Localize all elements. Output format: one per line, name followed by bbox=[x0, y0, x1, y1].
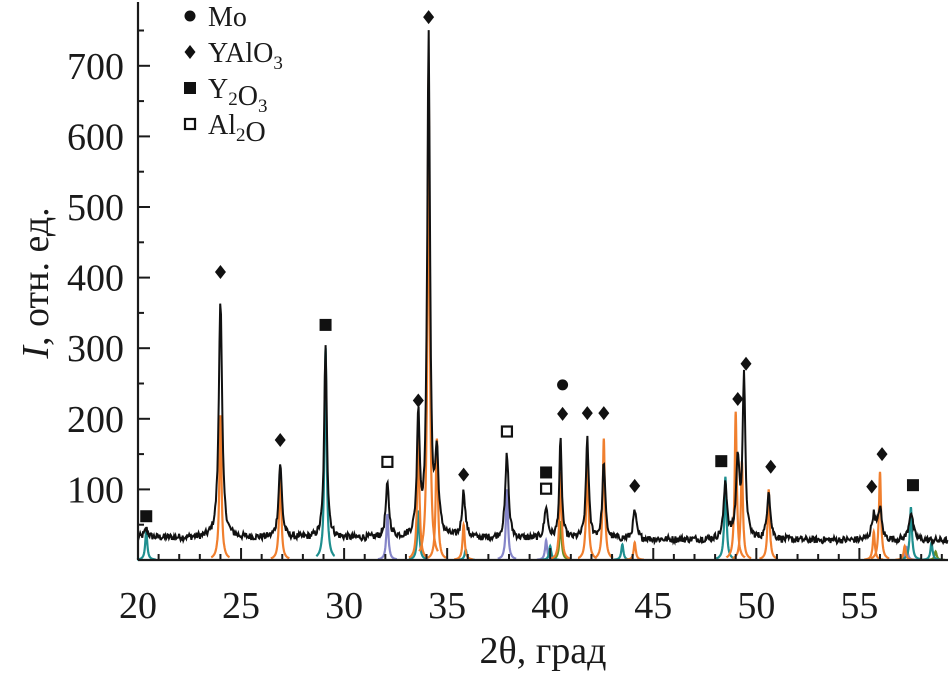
component-peak-y2o3 bbox=[613, 542, 632, 561]
legend-label-subscript: 3 bbox=[273, 53, 283, 74]
component-peak-yalo3 bbox=[725, 411, 746, 559]
legend-label-text: Y bbox=[208, 74, 228, 105]
component-peak-y2o3 bbox=[408, 510, 428, 561]
x-tick-label: 25 bbox=[222, 585, 260, 627]
x-tick-label: 30 bbox=[325, 585, 363, 627]
peak-marker-diamond bbox=[458, 467, 470, 482]
peak-marker-diamond bbox=[876, 447, 888, 462]
peak-marker-diamond bbox=[629, 478, 641, 493]
y-axis-label-italic: I bbox=[15, 344, 57, 360]
x-tick-label: 45 bbox=[634, 585, 672, 627]
peak-annotations bbox=[140, 10, 919, 523]
peak-marker-square bbox=[906, 479, 919, 492]
legend-marker-open-square bbox=[183, 117, 197, 131]
peak-marker-square bbox=[715, 455, 728, 468]
peak-marker-diamond bbox=[412, 393, 424, 408]
x-ticks: 20 25 30 35 40 45 50 55 bbox=[119, 548, 943, 627]
component-peak-y2o3 bbox=[715, 476, 736, 560]
peak-marker-diamond bbox=[598, 406, 610, 421]
measured-pattern-line bbox=[137, 30, 949, 547]
x-tick-label: 55 bbox=[840, 585, 878, 627]
component-peak-yalo3 bbox=[577, 450, 597, 560]
component-peak-al2o bbox=[497, 489, 517, 560]
component-peak-yalo3 bbox=[551, 471, 571, 560]
x-tick-label: 20 bbox=[119, 585, 157, 627]
component-peak-yalo3 bbox=[594, 438, 614, 559]
legend-label-text: YAlO bbox=[208, 38, 273, 69]
legend-marker-circle bbox=[184, 10, 196, 22]
legend-label: Mo bbox=[208, 2, 247, 33]
y-tick-label: 100 bbox=[67, 469, 124, 511]
y-tick-label: 600 bbox=[67, 116, 124, 158]
component-peak-yalo3 bbox=[625, 539, 645, 561]
measured-pattern bbox=[137, 30, 949, 547]
peak-marker-diamond bbox=[732, 392, 744, 407]
legend-label-text: O bbox=[246, 117, 266, 148]
axes: 20 25 30 35 40 45 50 55 100 200 300 400 500 600 700 bbox=[67, 2, 948, 627]
legend-label-text: Al bbox=[208, 110, 236, 141]
peak-marker-diamond bbox=[581, 406, 593, 421]
peak-marker-square bbox=[319, 318, 332, 331]
peak-marker-square bbox=[140, 510, 153, 523]
y-axis-label: I, отн. ед. bbox=[15, 207, 57, 359]
legend-label-text: O bbox=[238, 81, 258, 112]
component-peak-yalo3 bbox=[759, 489, 779, 560]
peak-marker-diamond bbox=[214, 264, 226, 279]
y-tick-label: 500 bbox=[67, 187, 124, 229]
peak-marker-diamond bbox=[557, 406, 569, 421]
x-tick-label: 35 bbox=[428, 585, 466, 627]
legend-label: Y2O3 bbox=[208, 74, 267, 117]
x-tick-label: 40 bbox=[531, 585, 569, 627]
y-tick-label: 400 bbox=[67, 258, 124, 300]
component-peak-yalo3 bbox=[870, 471, 890, 560]
y-tick-label: 700 bbox=[67, 46, 124, 88]
legend-marker-square bbox=[184, 82, 196, 94]
peak-marker-diamond bbox=[866, 479, 878, 494]
peak-marker-diamond bbox=[423, 10, 435, 25]
y-tick-label: 200 bbox=[67, 399, 124, 441]
y-ticks: 100 200 300 400 500 600 700 bbox=[67, 29, 150, 526]
peak-marker-open-square bbox=[539, 482, 553, 495]
peak-marker-open-square bbox=[381, 455, 394, 468]
component-peak-yalo3 bbox=[427, 438, 447, 559]
component-peak-yalo3 bbox=[453, 520, 474, 561]
x-axis-label: 2θ, град bbox=[480, 630, 607, 672]
legend-marker-diamond bbox=[184, 45, 196, 59]
peak-marker-diamond bbox=[274, 432, 286, 447]
peak-marker-open-square bbox=[500, 425, 514, 438]
component-peak-mo bbox=[551, 520, 571, 561]
component-peak-yalo3 bbox=[210, 415, 231, 559]
y-tick-label: 300 bbox=[67, 328, 124, 370]
x-tick-label: 50 bbox=[737, 585, 775, 627]
legend-label-subscript: 2 bbox=[228, 89, 238, 110]
component-peak-y2o3 bbox=[901, 506, 921, 561]
y-axis-label-rest: , отн. ед. bbox=[15, 207, 57, 346]
legend-label: Al2O bbox=[208, 110, 266, 148]
legend-label-subscript: 2 bbox=[236, 125, 246, 146]
legend-label-subscript: 3 bbox=[258, 96, 268, 117]
peak-marker-square bbox=[540, 466, 553, 479]
component-peak-al2o bbox=[377, 513, 398, 561]
peak-marker-circle bbox=[557, 379, 569, 391]
peak-marker-diamond bbox=[740, 356, 752, 371]
legend-label: YAlO3 bbox=[208, 38, 283, 74]
peak-marker-diamond bbox=[765, 459, 777, 474]
